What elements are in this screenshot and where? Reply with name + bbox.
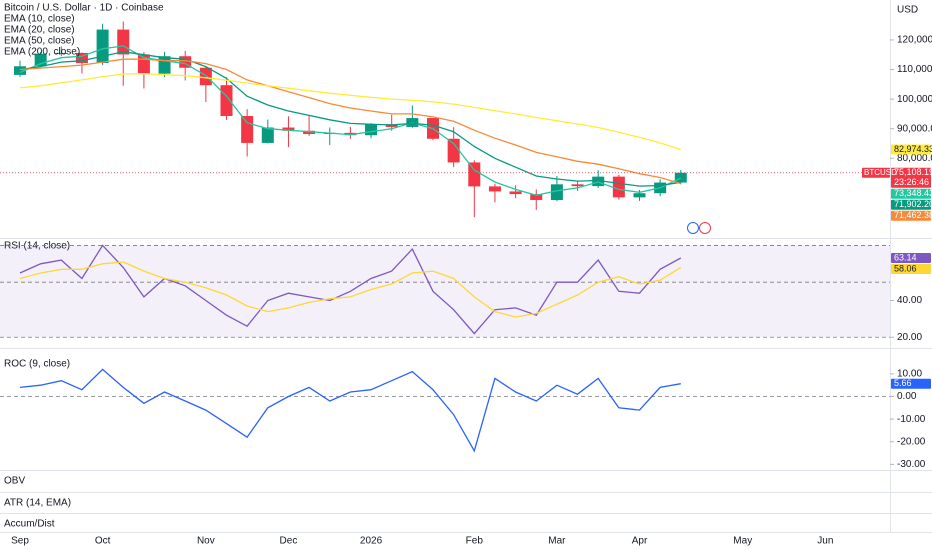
indicator-line xyxy=(19,368,681,453)
price-tag-label: 75,108.19 xyxy=(894,167,932,177)
y-tick-label: -30.00 xyxy=(897,459,926,470)
y-tick-label: 40.00 xyxy=(897,295,922,306)
x-tick-label: Feb xyxy=(466,536,484,547)
price-tag-label: 71,902.20 xyxy=(894,199,932,209)
countdown-label: 23:26:46 xyxy=(894,177,929,187)
price-tag xyxy=(891,210,931,221)
candle-body xyxy=(571,184,584,187)
candle-body xyxy=(550,184,563,201)
candle-body xyxy=(199,67,212,86)
symbol-tag xyxy=(862,167,890,178)
y-tick-label: -20.00 xyxy=(897,436,926,447)
indicator-line xyxy=(19,58,681,185)
x-tick-label: 2026 xyxy=(360,536,383,547)
y-tick-label: 20.00 xyxy=(897,332,922,343)
x-tick-label: Dec xyxy=(280,536,298,547)
candle-body xyxy=(179,56,192,68)
candle-body xyxy=(117,29,130,55)
price-tag-label: 71,462.38 xyxy=(894,210,932,220)
candle-body xyxy=(241,115,254,143)
rsi-title: RSI (14, close) xyxy=(4,241,70,252)
candle-body xyxy=(447,138,460,163)
price-tag xyxy=(891,378,931,389)
indicator-line xyxy=(19,51,681,187)
y-tick-label: 80,000.00 xyxy=(897,153,932,164)
x-tick-label: Sep xyxy=(11,536,29,547)
roc-title: ROC (9, close) xyxy=(4,359,70,370)
event-icon[interactable] xyxy=(687,222,699,234)
y-tick-label: 0.00 xyxy=(897,391,917,402)
candle-body xyxy=(468,162,481,187)
indicator-line xyxy=(19,261,682,318)
candle-body xyxy=(530,194,543,201)
candle-body xyxy=(75,52,88,64)
pane-title: ATR (14, EMA) xyxy=(4,498,71,509)
y-tick-label: 90,000.00 xyxy=(897,123,932,134)
pane-title: Accum/Dist xyxy=(4,519,55,530)
x-tick-label: Nov xyxy=(197,536,215,547)
pane-title: OBV xyxy=(4,476,25,487)
candle-body xyxy=(261,127,274,143)
y-tick-label: 10.00 xyxy=(897,369,922,380)
price-tag-label: 73,348.43 xyxy=(894,188,932,198)
y-tick-label: -10.00 xyxy=(897,414,926,425)
y-tick-label: 120,000.00 xyxy=(897,35,932,46)
price-tag-label: 82,974.33 xyxy=(894,144,932,154)
candle-body xyxy=(488,186,501,192)
x-tick-label: Mar xyxy=(548,536,566,547)
candle-body xyxy=(282,127,295,131)
indicator-line xyxy=(19,244,682,335)
candle-body xyxy=(509,191,522,195)
y-tick-label: 110,000.00 xyxy=(897,64,932,75)
price-tag-label: 58.06 xyxy=(894,263,917,273)
legend-entry: EMA (50, close) xyxy=(4,36,75,47)
event-icon[interactable] xyxy=(699,222,711,234)
candle-body xyxy=(674,172,687,183)
legend-entry: EMA (10, close) xyxy=(4,14,75,25)
x-tick-label: Oct xyxy=(95,536,111,547)
candle-body xyxy=(303,130,316,135)
chart-title: Bitcoin / U.S. Dollar · 1D · Coinbase xyxy=(4,3,164,14)
candle-body xyxy=(158,56,171,74)
symbol-tag-label: BTCUSD xyxy=(864,168,897,177)
candle-body xyxy=(633,193,646,198)
indicator-line xyxy=(19,45,682,196)
legend-entry: EMA (20, close) xyxy=(4,25,75,36)
price-tag xyxy=(891,167,931,188)
price-tag xyxy=(891,199,931,210)
price-tag-label: 5.66 xyxy=(894,378,912,388)
candle-body xyxy=(365,124,378,136)
indicator-line xyxy=(19,73,681,151)
candle-body xyxy=(385,124,398,127)
price-tag-label: 63.14 xyxy=(894,252,917,262)
currency-label: USD xyxy=(897,5,918,16)
candle-body xyxy=(96,29,109,64)
price-tag xyxy=(891,264,931,275)
candle-body xyxy=(55,52,68,54)
rsi-band-fill xyxy=(0,245,890,338)
x-tick-label: Apr xyxy=(632,536,648,547)
candle-body xyxy=(612,176,625,198)
y-tick-label: 100,000.00 xyxy=(897,94,932,105)
candle-body xyxy=(14,66,26,75)
price-tag xyxy=(891,144,931,155)
legend-entry: EMA (200, close) xyxy=(4,47,80,58)
price-tag xyxy=(891,253,931,264)
price-tag xyxy=(891,188,931,199)
x-tick-label: May xyxy=(733,536,752,547)
x-tick-label: Jun xyxy=(817,536,833,547)
